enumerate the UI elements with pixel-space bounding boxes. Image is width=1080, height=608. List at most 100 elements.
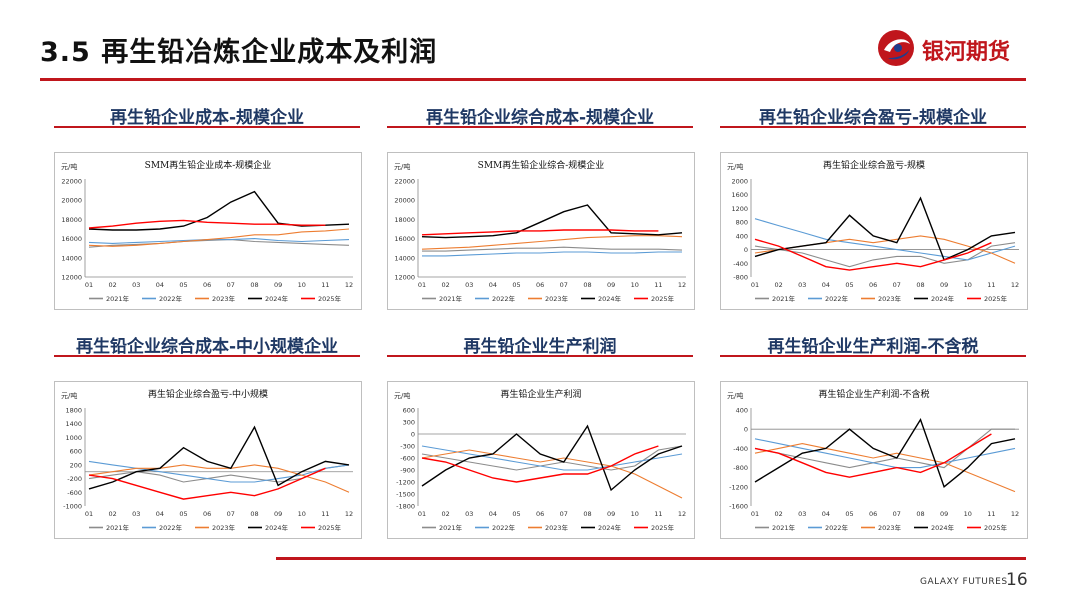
chart-unit-label: 元/吨 xyxy=(727,162,743,171)
y-tick-label: 400 xyxy=(736,407,748,415)
y-tick-label: -900 xyxy=(400,467,415,475)
x-tick-label: 04 xyxy=(156,281,164,289)
x-tick-label: 12 xyxy=(678,281,686,289)
series-line-2025年 xyxy=(88,219,326,229)
series-line-2025年 xyxy=(754,433,992,478)
company-logo: 银河期货 xyxy=(876,28,1026,68)
y-tick-label: -300 xyxy=(400,443,415,451)
chart-title: SMM再生铅企业综合-规模企业 xyxy=(478,159,605,171)
x-tick-label: 05 xyxy=(179,510,187,518)
panel-heading-1: 再生铅企业成本-规模企业 xyxy=(109,108,305,128)
series-line-2022年 xyxy=(421,445,683,471)
x-tick-label: 10 xyxy=(964,510,972,518)
x-tick-label: 07 xyxy=(560,510,568,518)
footer-divider xyxy=(276,557,1026,560)
x-tick-label: 02 xyxy=(108,281,116,289)
x-tick-label: 01 xyxy=(751,281,759,289)
y-tick-label: -600 xyxy=(67,489,82,497)
y-tick-label: 200 xyxy=(70,461,82,469)
chart-5-svg: 元/吨 再生铅企业生产利润 -1800 -1500 -1200 -900 -600 -300 0… xyxy=(394,388,686,532)
legend-label: 2022年 xyxy=(159,523,183,532)
galaxy-logo-icon xyxy=(878,30,914,66)
panel-divider-5 xyxy=(387,355,693,357)
x-tick-label: 06 xyxy=(869,281,877,289)
x-tick-label: 10 xyxy=(631,281,639,289)
y-tick-label: 20000 xyxy=(394,197,415,205)
x-tick-label: 09 xyxy=(274,281,282,289)
chart-unit-label: 元/吨 xyxy=(394,391,410,400)
y-tick-label: -1200 xyxy=(396,479,415,487)
y-tick-label: -1200 xyxy=(729,483,748,491)
legend-label: 2025年 xyxy=(318,294,342,303)
y-tick-label: 0 xyxy=(411,431,415,439)
x-tick-label: 05 xyxy=(512,510,520,518)
y-tick-label: 400 xyxy=(736,232,748,240)
footer-brand: GALAXY FUTURES xyxy=(920,577,1008,587)
chart-5: 元/吨 再生铅企业生产利润 -1800 -1500 -1200 -900 -600 -300 0… xyxy=(387,381,695,539)
chart-2: 元/吨 SMM再生铅企业综合-规模企业 12000 14000 16000 18000 20… xyxy=(387,152,695,310)
legend-label: 2021年 xyxy=(106,523,130,532)
x-tick-label: 04 xyxy=(822,510,830,518)
legend-label: 2021年 xyxy=(106,294,130,303)
x-tick-label: 01 xyxy=(751,510,759,518)
legend-label: 2023年 xyxy=(212,523,236,532)
panel-heading-6: 再生铅企业生产利润-不含税 xyxy=(767,337,979,357)
legend-label: 2021年 xyxy=(772,523,796,532)
x-tick-label: 09 xyxy=(607,510,615,518)
panel-heading-2: 再生铅企业综合成本-规模企业 xyxy=(425,108,655,128)
y-tick-label: 14000 xyxy=(61,254,82,262)
series-line-2022年 xyxy=(754,218,1016,261)
series-line-2023年 xyxy=(88,228,350,247)
y-tick-label: 0 xyxy=(744,246,748,254)
y-tick-label: 18000 xyxy=(61,216,82,224)
y-tick-label: 300 xyxy=(403,419,415,427)
chart-3-svg: 元/吨 再生铅企业综合盈亏-规模 -800 -400 0 400 800 1200 1600 20… xyxy=(727,159,1019,303)
x-tick-label: 01 xyxy=(85,281,93,289)
x-tick-label: 01 xyxy=(85,510,93,518)
series-line-2024年 xyxy=(88,190,350,231)
x-tick-label: 03 xyxy=(798,510,806,518)
y-tick-label: 22000 xyxy=(394,178,415,186)
y-tick-label: -1800 xyxy=(396,503,415,511)
x-tick-label: 12 xyxy=(1011,281,1019,289)
x-tick-label: 11 xyxy=(321,510,329,518)
chart-1-svg: 元/吨 SMM再生铅企业成本-规模企业 12000 14000 16000 18000 20… xyxy=(61,159,353,303)
y-tick-label: 800 xyxy=(736,219,748,227)
series-line-2022年 xyxy=(422,251,682,257)
y-tick-label: 12000 xyxy=(394,274,415,282)
series-line-2024年 xyxy=(421,204,683,239)
x-tick-label: 07 xyxy=(227,510,235,518)
legend-label: 2022年 xyxy=(492,523,516,532)
x-tick-label: 06 xyxy=(536,281,544,289)
x-tick-label: 09 xyxy=(940,510,948,518)
y-tick-label: 1800 xyxy=(65,407,82,415)
x-tick-label: 11 xyxy=(987,281,995,289)
legend-label: 2023年 xyxy=(878,294,902,303)
panel-heading-4: 再生铅企业综合成本-中小规模企业 xyxy=(75,337,339,357)
legend-label: 2022年 xyxy=(825,523,849,532)
x-tick-label: 07 xyxy=(227,281,235,289)
x-tick-label: 05 xyxy=(179,281,187,289)
x-tick-label: 12 xyxy=(345,281,353,289)
x-tick-label: 05 xyxy=(845,510,853,518)
y-tick-label: -800 xyxy=(733,274,748,282)
x-tick-label: 07 xyxy=(893,510,901,518)
legend-label: 2022年 xyxy=(825,294,849,303)
chart-4-svg: 元/吨 再生铅企业综合盈亏-中小规模 -1000 -600 -200 200 600 1000… xyxy=(61,388,353,532)
chart-title: SMM再生铅企业成本-规模企业 xyxy=(145,159,272,171)
x-tick-label: 09 xyxy=(607,281,615,289)
legend-label: 2025年 xyxy=(651,523,675,532)
chart-3: 元/吨 再生铅企业综合盈亏-规模 -800 -400 0 400 800 1200 1600 20… xyxy=(720,152,1028,310)
x-tick-label: 06 xyxy=(203,510,211,518)
x-tick-label: 08 xyxy=(916,510,924,518)
panel-divider-2 xyxy=(387,126,693,128)
x-tick-label: 02 xyxy=(774,281,782,289)
panel-heading-3: 再生铅企业综合盈亏-规模企业 xyxy=(758,108,988,128)
legend-label: 2023年 xyxy=(212,294,236,303)
legend-label: 2025年 xyxy=(651,294,675,303)
x-tick-label: 10 xyxy=(964,281,972,289)
x-tick-label: 03 xyxy=(132,510,140,518)
x-tick-label: 07 xyxy=(893,281,901,289)
x-tick-label: 04 xyxy=(822,281,830,289)
legend-label: 2024年 xyxy=(598,294,622,303)
